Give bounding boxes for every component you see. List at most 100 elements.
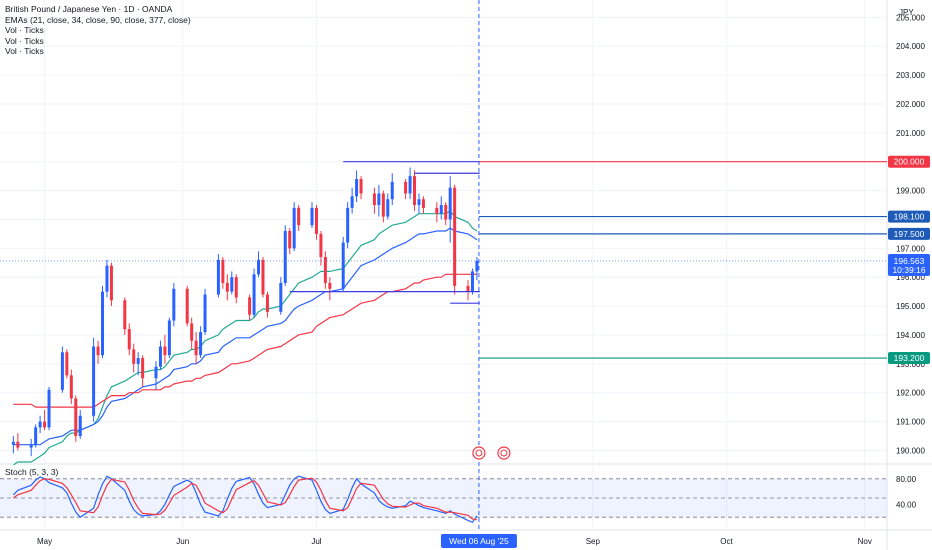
price-tick-label: 194.000 (896, 331, 925, 340)
current-date-label: Wed 06 Aug '25 (449, 536, 509, 546)
price-axis[interactable]: 190.000 191.000 192.000 193.000 194.000 195.0… (888, 13, 930, 509)
candle-body (221, 259, 225, 283)
volume-legend-2[interactable]: Vol · Ticks (5, 35, 44, 46)
ema-90-line (13, 273, 477, 408)
stoch-layer (0, 475, 887, 524)
economic-event-icon (472, 446, 486, 460)
candle-body (355, 179, 359, 197)
candle-body (448, 187, 452, 220)
candle-body (163, 346, 167, 356)
candle-body (386, 199, 390, 217)
drawings-layer (0, 0, 887, 530)
candle-body (172, 288, 176, 321)
candle-body (47, 389, 51, 428)
level-tag (888, 155, 930, 168)
candle-body (230, 277, 234, 292)
candle-body (96, 346, 100, 356)
candle-body (297, 207, 301, 226)
economic-event-icon-inner (500, 449, 508, 457)
time-tick-label: Nov (858, 537, 872, 546)
candle-body (377, 193, 381, 206)
time-tick-label: Oct (720, 537, 733, 546)
candle-body (167, 320, 171, 356)
candle-body (234, 277, 238, 298)
candle-body (453, 187, 457, 286)
economic-event-icon-inner (475, 449, 483, 457)
level-tag (888, 210, 930, 223)
candle-body (350, 196, 354, 208)
price-tick-label: 196.000 (896, 273, 925, 282)
level-tag-label: 193.200 (894, 353, 925, 363)
candle-body (466, 285, 470, 292)
volume-legend-3[interactable]: Vol · Ticks (5, 46, 44, 56)
candle-body (154, 366, 158, 379)
candle-body (92, 346, 96, 416)
candle-body (127, 329, 131, 350)
candle-body (257, 259, 261, 275)
candle-body (38, 421, 42, 428)
candle-body (158, 346, 162, 367)
volume-legend-1[interactable]: Vol · Ticks (5, 25, 44, 35)
last-price-label: 196.563 (894, 256, 925, 266)
stoch-d-line (13, 477, 477, 521)
candle-body (265, 294, 269, 312)
time-tick-label: Jul (311, 537, 321, 546)
candle-body (199, 332, 203, 356)
price-tick-label: 191.000 (896, 418, 925, 427)
candle-body (408, 176, 412, 194)
candles-layer (11, 167, 479, 457)
candle-body (421, 199, 425, 208)
candle-body (185, 288, 189, 324)
candle-body (34, 427, 38, 445)
candle-body (248, 297, 252, 315)
candle-body (190, 323, 194, 341)
candle-body (359, 179, 363, 194)
stoch-tick-label: 40.00 (896, 500, 917, 509)
candle-body (279, 282, 283, 312)
candle-body (136, 358, 140, 364)
price-tick-label: 203.000 (896, 71, 925, 80)
level-tag-label: 197.500 (894, 229, 925, 239)
candle-body (372, 193, 376, 206)
time-tick-label: May (37, 537, 52, 546)
candle-body (328, 282, 332, 289)
candle-body (203, 294, 207, 333)
candle-body (283, 231, 287, 283)
price-tick-label: 192.000 (896, 389, 925, 398)
candle-body (11, 441, 15, 445)
level-tag (888, 352, 930, 365)
candle-body (381, 193, 385, 217)
ema-layer (13, 209, 478, 466)
candle-body (288, 231, 292, 249)
level-tag-label: 200.000 (894, 157, 925, 167)
time-axis[interactable]: May Jun Jul Sep Oct Nov Wed 06 Aug '25 (37, 534, 872, 548)
last-price-tag (888, 253, 930, 276)
candle-body (216, 259, 220, 295)
candle-body (319, 233, 323, 257)
candle-body (105, 265, 109, 292)
candle-body (225, 282, 229, 292)
price-tick-label: 204.000 (896, 42, 925, 51)
candle-body (346, 207, 350, 243)
candle-body (132, 349, 136, 364)
price-tick-label: 193.000 (896, 360, 925, 369)
candle-body (78, 415, 82, 437)
symbol-title[interactable]: British Pound / Japanese Yen · 1D · OAND… (5, 4, 173, 14)
candle-body (470, 271, 474, 292)
time-tick-label: Sep (586, 537, 601, 546)
candle-body (65, 352, 69, 376)
currency-label: JPY (899, 8, 914, 17)
economic-event-icon (497, 446, 511, 460)
candle-body (444, 205, 448, 220)
ema-legend[interactable]: EMAs (21, close, 34, close, 90, close, 3… (5, 14, 191, 25)
candle-body (109, 265, 113, 301)
level-tag-label: 198.100 (894, 212, 925, 222)
candle-body (261, 259, 265, 295)
candle-body (74, 398, 78, 437)
price-tick-label: 202.000 (896, 100, 925, 109)
stoch-legend[interactable]: Stoch (5, 3, 3) (5, 467, 59, 477)
stoch-tick-label: 80.00 (896, 475, 917, 484)
candle-body (194, 340, 198, 356)
